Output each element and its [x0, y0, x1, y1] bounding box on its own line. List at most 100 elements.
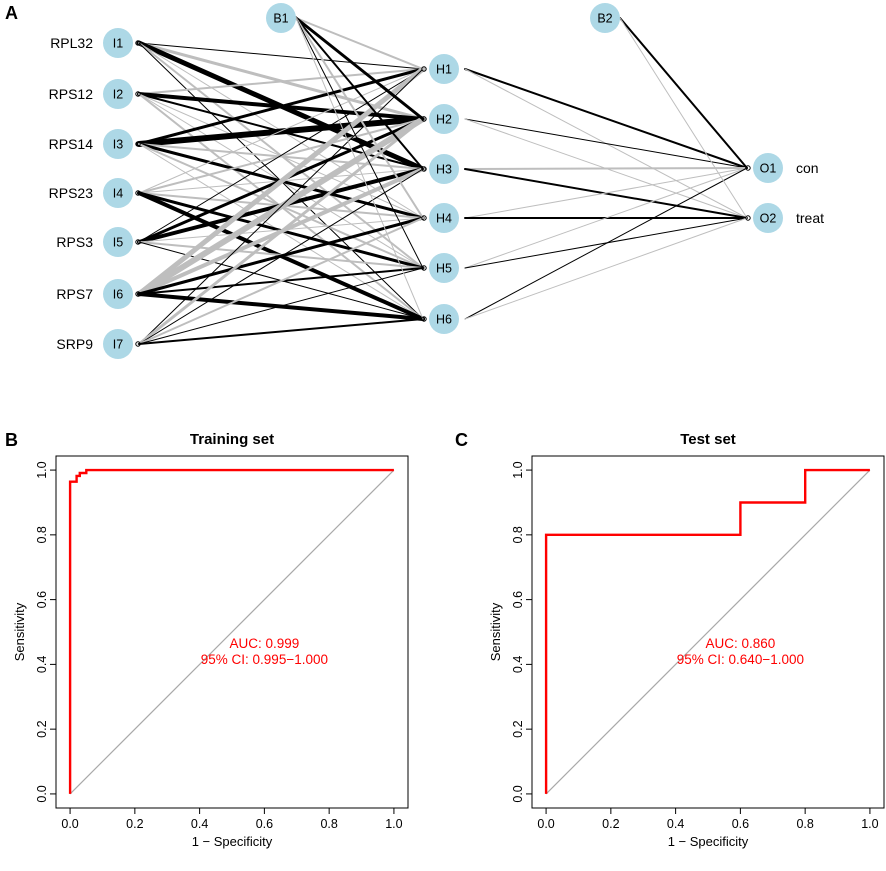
x-tick-label: 1.0: [385, 817, 402, 831]
y-tick-label: 1.0: [35, 461, 49, 478]
edge-I7-H1: [138, 68, 424, 345]
edge-H1-O1: [464, 68, 748, 169]
chart-title: Training set: [190, 431, 274, 448]
input-node-i5: I5: [103, 227, 141, 257]
y-tick-label: 0.8: [511, 526, 525, 543]
input-node-i1-port: [135, 40, 141, 46]
input-node-i2-label: I2: [113, 88, 123, 102]
gene-label-rps3: RPS3: [56, 234, 93, 250]
edge-I2-H1: [138, 68, 424, 95]
input-node-i2-port: [135, 91, 141, 97]
hidden-node-h6-circle: [429, 304, 459, 334]
output-node-o1-port: [745, 165, 751, 171]
edge-B1-H2: [294, 16, 425, 121]
edge-H3-O1: [464, 167, 748, 170]
gene-label-srp9: SRP9: [56, 336, 93, 352]
x-tick-label: 0.2: [126, 817, 143, 831]
input-node-i1-circle: [103, 28, 133, 58]
plot-frame: [531, 455, 885, 809]
chart-title: Test set: [680, 431, 736, 448]
y-tick-label: 0.0: [511, 785, 525, 802]
output-node-o2: O2: [745, 203, 783, 233]
input-node-i2: I2: [103, 79, 141, 109]
output-node-o1-label: O1: [760, 162, 777, 176]
input-node-i4: I4: [103, 178, 141, 208]
roc-chart-test: 0.0 0.0 0.2 0.2 0.4 0.4 0.6 0.6 0.8 0.8 1.0 1.0 Test…: [488, 431, 885, 849]
edge-I7-H2: [137, 117, 425, 346]
input-node-i3-port: [135, 141, 141, 147]
roc-curve: [544, 468, 870, 794]
input-node-i7-port: [135, 341, 141, 347]
x-tick-label: 0.2: [602, 817, 619, 831]
gene-label-rpl32: RPL32: [50, 35, 93, 51]
gene-label-rps23: RPS23: [49, 185, 94, 201]
panel-label-a: A: [5, 3, 18, 23]
edge-H4-O1: [464, 167, 748, 219]
hidden-node-h4: H4: [421, 203, 459, 233]
x-tick-label: 0.4: [667, 817, 684, 831]
output-node-o2-port: [745, 215, 751, 221]
hidden-node-h5-circle: [429, 253, 459, 283]
bias-node-b2-circle: [590, 3, 620, 33]
y-tick-label: 0.8: [35, 526, 49, 543]
x-tick-label: 0.8: [796, 817, 813, 831]
bias-node-b1: B1: [266, 3, 296, 33]
hidden-node-h1-port: [421, 66, 427, 72]
edge-B1-H1: [295, 17, 424, 70]
x-tick-label: 0.0: [61, 817, 78, 831]
roc-curve: [68, 468, 394, 794]
edge-B1-H5: [295, 17, 424, 269]
hidden-node-h6-port: [421, 316, 427, 322]
hidden-node-h3: H3: [421, 154, 459, 184]
hidden-node-h2-label: H2: [436, 113, 452, 127]
x-tick-label: 0.4: [191, 817, 208, 831]
gene-label-rps12: RPS12: [49, 86, 94, 102]
x-tick-label: 0.6: [732, 817, 749, 831]
input-node-i5-label: I5: [113, 236, 123, 250]
y-tick-label: 0.4: [511, 656, 525, 673]
input-node-i6-label: I6: [113, 288, 123, 302]
auc-annotation: AUC: 0.999: [229, 636, 299, 651]
input-node-i1-label: I1: [113, 37, 123, 51]
edge-I5-H1: [138, 68, 424, 243]
y-tick-label: 0.6: [35, 591, 49, 608]
edge-B1-H6: [295, 17, 424, 320]
input-node-i7-label: I7: [113, 338, 123, 352]
output-node-o1-circle: [753, 153, 783, 183]
input-node-i2-circle: [103, 79, 133, 109]
edge-I7-H4: [138, 217, 424, 345]
output-node-o2-label: O2: [760, 212, 777, 226]
hidden-node-h1-circle: [429, 54, 459, 84]
hidden-node-h4-label: H4: [436, 212, 452, 226]
x-tick-label: 0.6: [256, 817, 273, 831]
input-node-i3-label: I3: [113, 138, 123, 152]
input-node-i5-circle: [103, 227, 133, 257]
x-axis-label: 1 − Specificity: [192, 834, 273, 849]
input-node-i7: I7: [103, 329, 141, 359]
hidden-node-h5-port: [421, 265, 427, 271]
input-node-i3: I3: [103, 129, 141, 159]
hidden-node-h6: H6: [421, 304, 459, 334]
output-label-treat: treat: [796, 210, 824, 226]
gene-label-rps14: RPS14: [49, 136, 94, 152]
network-nodes: I1 I2 I3 I4 I5 I6 I7 H1 H2 H3 H4 H5 H6 O1 O2 B1 B2 RPL32 R…: [49, 3, 824, 359]
edge-H2-O1: [464, 118, 748, 169]
hidden-node-h6-label: H6: [436, 313, 452, 327]
y-axis-label: Sensitivity: [488, 602, 503, 661]
input-node-i5-port: [135, 239, 141, 245]
hidden-node-h1: H1: [421, 54, 459, 84]
y-tick-label: 0.2: [35, 720, 49, 737]
output-node-o1: O1: [745, 153, 783, 183]
y-tick-label: 0.0: [35, 785, 49, 802]
edge-H6-O2: [464, 217, 748, 320]
hidden-node-h2-port: [421, 116, 427, 122]
edge-B2-O2: [619, 17, 748, 219]
edge-B1-H4: [295, 17, 424, 219]
bias-node-b1-circle: [266, 3, 296, 33]
auc-annotation: 95% CI: 0.995−1.000: [201, 652, 328, 667]
panel-label-b: B: [5, 430, 18, 450]
input-node-i1: I1: [103, 28, 141, 58]
plot-frame: [55, 455, 409, 809]
hidden-node-h4-port: [421, 215, 427, 221]
network-edges: [136, 16, 748, 346]
